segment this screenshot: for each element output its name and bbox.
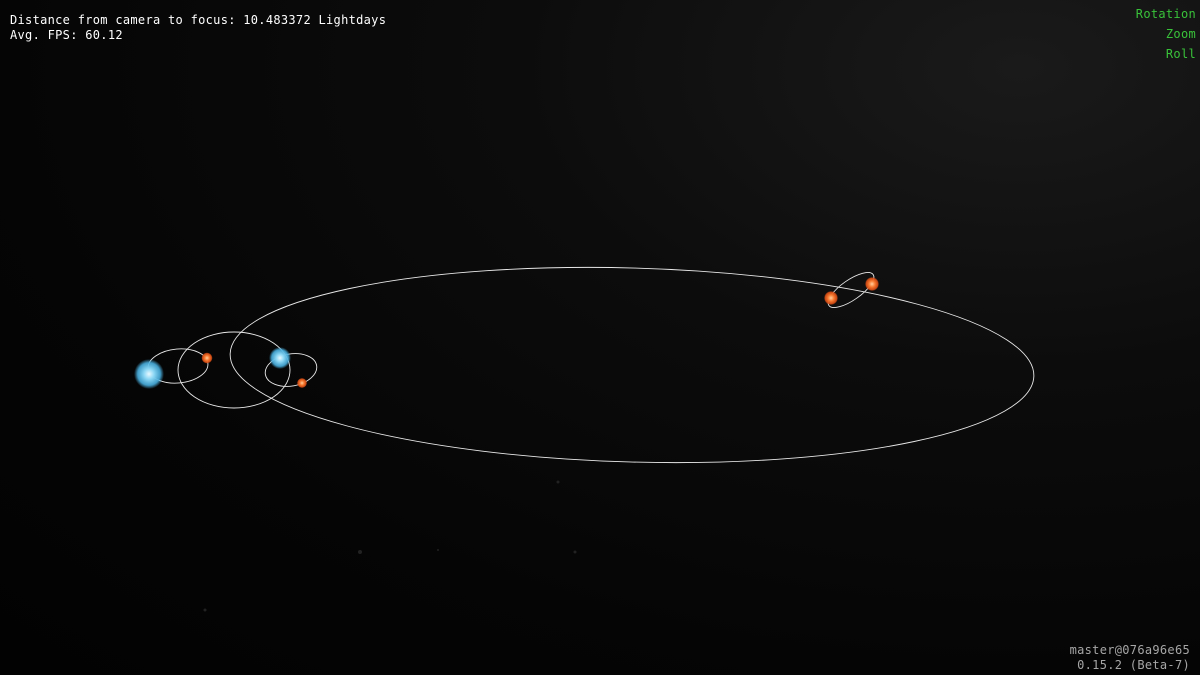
orange-star-small-left[interactable] (201, 352, 213, 364)
hud-info: Distance from camera to focus: 10.483372… (10, 13, 386, 43)
branch-commit-text: master@076a96e65 (1069, 643, 1190, 657)
background-dust (203, 480, 577, 612)
release-version-text: 0.15.2 (Beta-7) (1077, 658, 1190, 672)
zoom-toggle[interactable]: Zoom (1165, 27, 1196, 41)
roll-toggle[interactable]: Roll (1165, 47, 1196, 61)
rotation-toggle[interactable]: Rotation (1135, 7, 1196, 21)
camera-controls: Rotation Zoom Roll (1136, 4, 1196, 64)
right-binary-orbit (827, 272, 875, 308)
camera-distance-text: Distance from camera to focus: 10.483372… (10, 13, 387, 27)
blue-star-medium[interactable] (269, 347, 291, 369)
outer-orbit-path (229, 266, 1035, 464)
left-system-orbit (177, 331, 291, 409)
orange-star-right-b[interactable] (865, 277, 879, 291)
fps-text: Avg. FPS: 60.12 (10, 28, 123, 42)
blue-star-large[interactable] (134, 359, 164, 389)
orange-star-right-a[interactable] (824, 291, 838, 305)
version-info: master@076a96e65 0.15.2 (Beta-7) (1070, 643, 1190, 673)
orange-star-small-center[interactable] (297, 378, 307, 388)
